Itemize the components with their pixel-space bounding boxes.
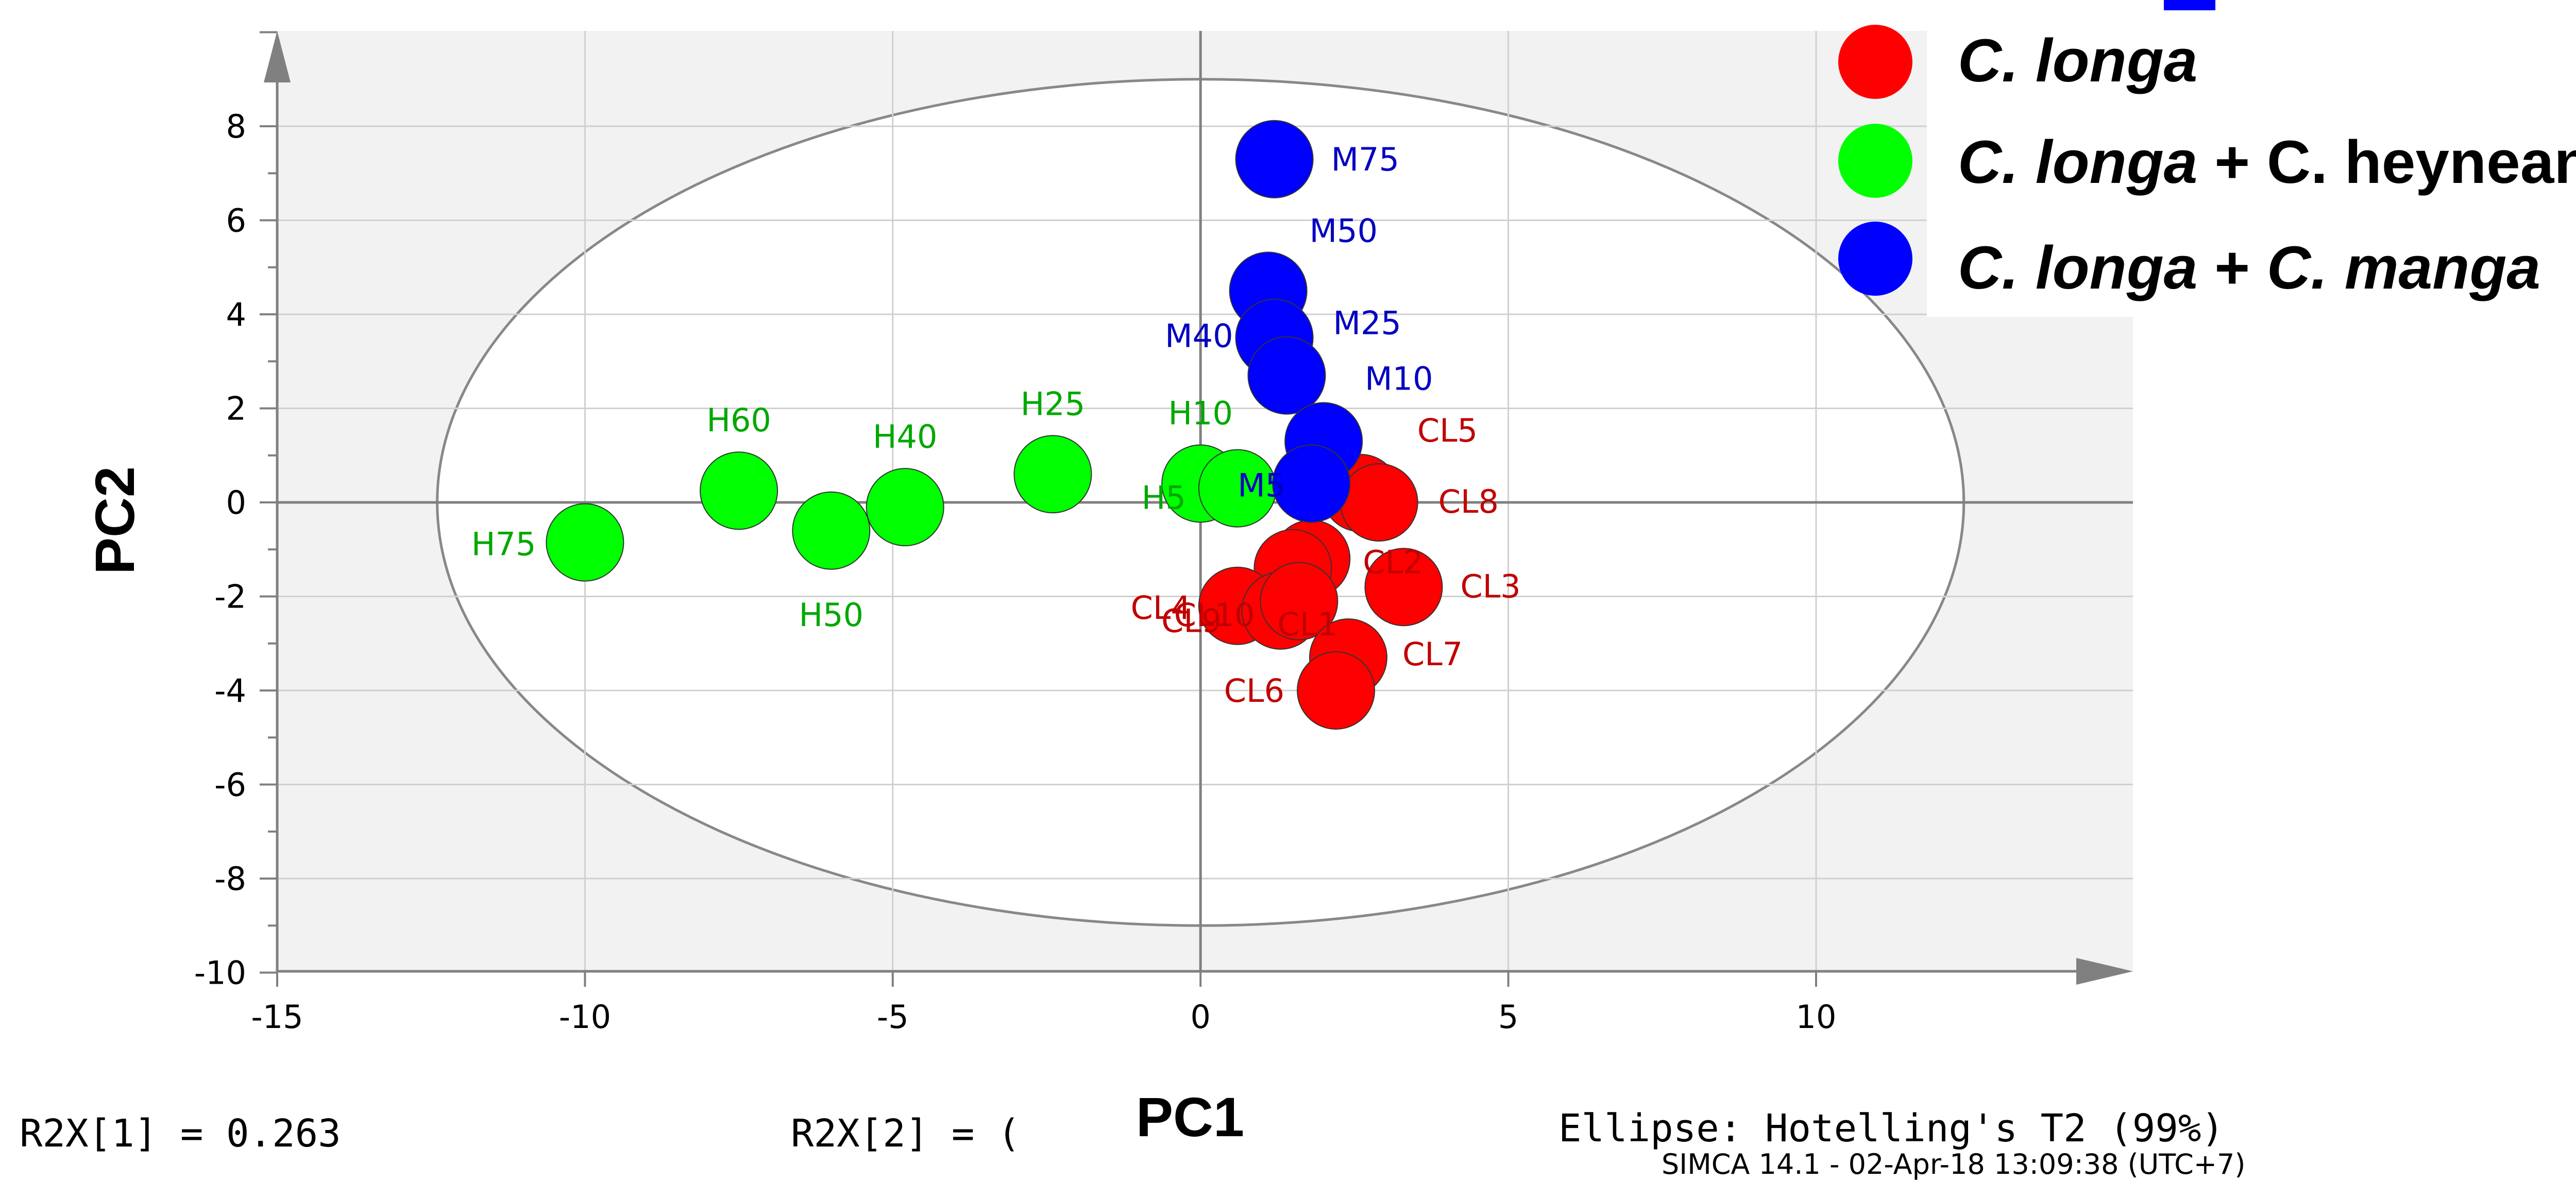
point-h40 (866, 468, 944, 547)
legend-manga-plus: + (2197, 234, 2266, 302)
y-axis-title: PC2 (83, 466, 146, 575)
point-label-cl6: CL6 (1224, 672, 1284, 710)
y-tick-label: -6 (214, 766, 246, 804)
point-label-m25: M25 (1333, 305, 1401, 342)
legend-clipped-swatch (2164, 0, 2215, 10)
point-label-h40: H40 (873, 418, 938, 456)
r2x2-readout: R2X[2] = ( (791, 1111, 1021, 1156)
point-label-cl1: CL1 (1277, 605, 1337, 643)
ellipse-note: Ellipse: Hotelling's T2 (99%) (1558, 1106, 2224, 1151)
software-credit: SIMCA 14.1 - 02-Apr-18 13:09:38 (UTC+7) (1662, 1148, 2245, 1180)
y-tick-label: -4 (214, 672, 246, 710)
point-label-cl4: CL4 (1131, 589, 1191, 627)
point-h25 (1013, 435, 1092, 514)
point-label-h60: H60 (706, 401, 771, 439)
legend-marker-c-longa (1838, 25, 1912, 99)
x-tick-label: -15 (251, 998, 303, 1036)
point-h50 (792, 491, 871, 570)
point-cl6 (1297, 651, 1376, 730)
legend-label-manga: C. longa + C. manga (1958, 234, 2540, 302)
r2x1-readout: R2X[1] = 0.263 (20, 1111, 341, 1156)
point-m75 (1235, 120, 1314, 198)
point-label-m10: M10 (1365, 360, 1433, 397)
y-tick-label: 2 (226, 390, 246, 428)
point-cl3 (1364, 548, 1443, 627)
point-label-m40: M40 (1165, 317, 1233, 355)
y-tick-label: -8 (214, 860, 246, 898)
point-label-m50: M50 (1310, 212, 1378, 249)
legend-panel (1927, 0, 2576, 317)
legend-manga-italic1: C. longa (1958, 234, 2197, 302)
point-label-cl2: CL2 (1363, 544, 1423, 581)
x-tick-label: 0 (1190, 998, 1210, 1036)
point-label-cl10: CL10 (1174, 596, 1255, 634)
legend-label-c-longa: C. longa (1958, 27, 2197, 95)
point-h75 (546, 503, 624, 582)
point-label-m5: M5 (1238, 467, 1285, 504)
x-axis-title: PC1 (1136, 1086, 1244, 1148)
y-tick-label: 8 (226, 108, 246, 145)
point-m5 (1272, 444, 1351, 523)
legend-marker-heyneana (1838, 124, 1912, 198)
point-label-cl9: CL9 (1161, 602, 1222, 640)
point-label-h10: H10 (1168, 395, 1233, 432)
point-label-m75: M75 (1331, 141, 1399, 178)
legend-c-longa-italic: C. longa (1958, 27, 2197, 95)
legend-manga-italic2: C. manga (2267, 234, 2540, 302)
point-label-h25: H25 (1021, 385, 1086, 423)
y-tick-label: -10 (194, 954, 246, 992)
point-cl9 (1260, 562, 1338, 640)
legend-heyneana-italic: C. longa (1958, 128, 2197, 196)
x-tick-label: 5 (1498, 998, 1518, 1036)
point-h60 (700, 451, 778, 530)
legend-label-heyneana: C. longa + C. heyneana (1958, 128, 2576, 196)
legend-marker-manga (1838, 222, 1912, 296)
y-tick-label: 6 (226, 202, 246, 240)
legend-heyneana-rest: + C. heyneana (2197, 128, 2576, 196)
point-label-h50: H50 (799, 596, 864, 634)
legend: C. longa C. longa + C. heyneana C. longa… (1838, 0, 2576, 317)
point-label-cl7: CL7 (1402, 635, 1463, 673)
y-tick-label: 4 (226, 296, 246, 333)
point-label-cl3: CL3 (1460, 567, 1520, 605)
y-tick-label: 0 (226, 484, 246, 521)
x-tick-label: -5 (877, 998, 909, 1036)
point-label-cl8: CL8 (1438, 483, 1499, 520)
y-axis-arrowhead (264, 31, 291, 82)
x-tick-label: -10 (559, 998, 611, 1036)
x-tick-label: 10 (1796, 998, 1837, 1036)
point-cl8 (1340, 463, 1418, 542)
point-label-h5: H5 (1142, 479, 1186, 517)
point-label-h75: H75 (471, 526, 536, 563)
x-axis-arrowhead (2076, 958, 2133, 985)
point-label-cl5: CL5 (1417, 412, 1478, 449)
point-m25 (1247, 336, 1326, 415)
y-tick-label: -2 (214, 578, 246, 616)
